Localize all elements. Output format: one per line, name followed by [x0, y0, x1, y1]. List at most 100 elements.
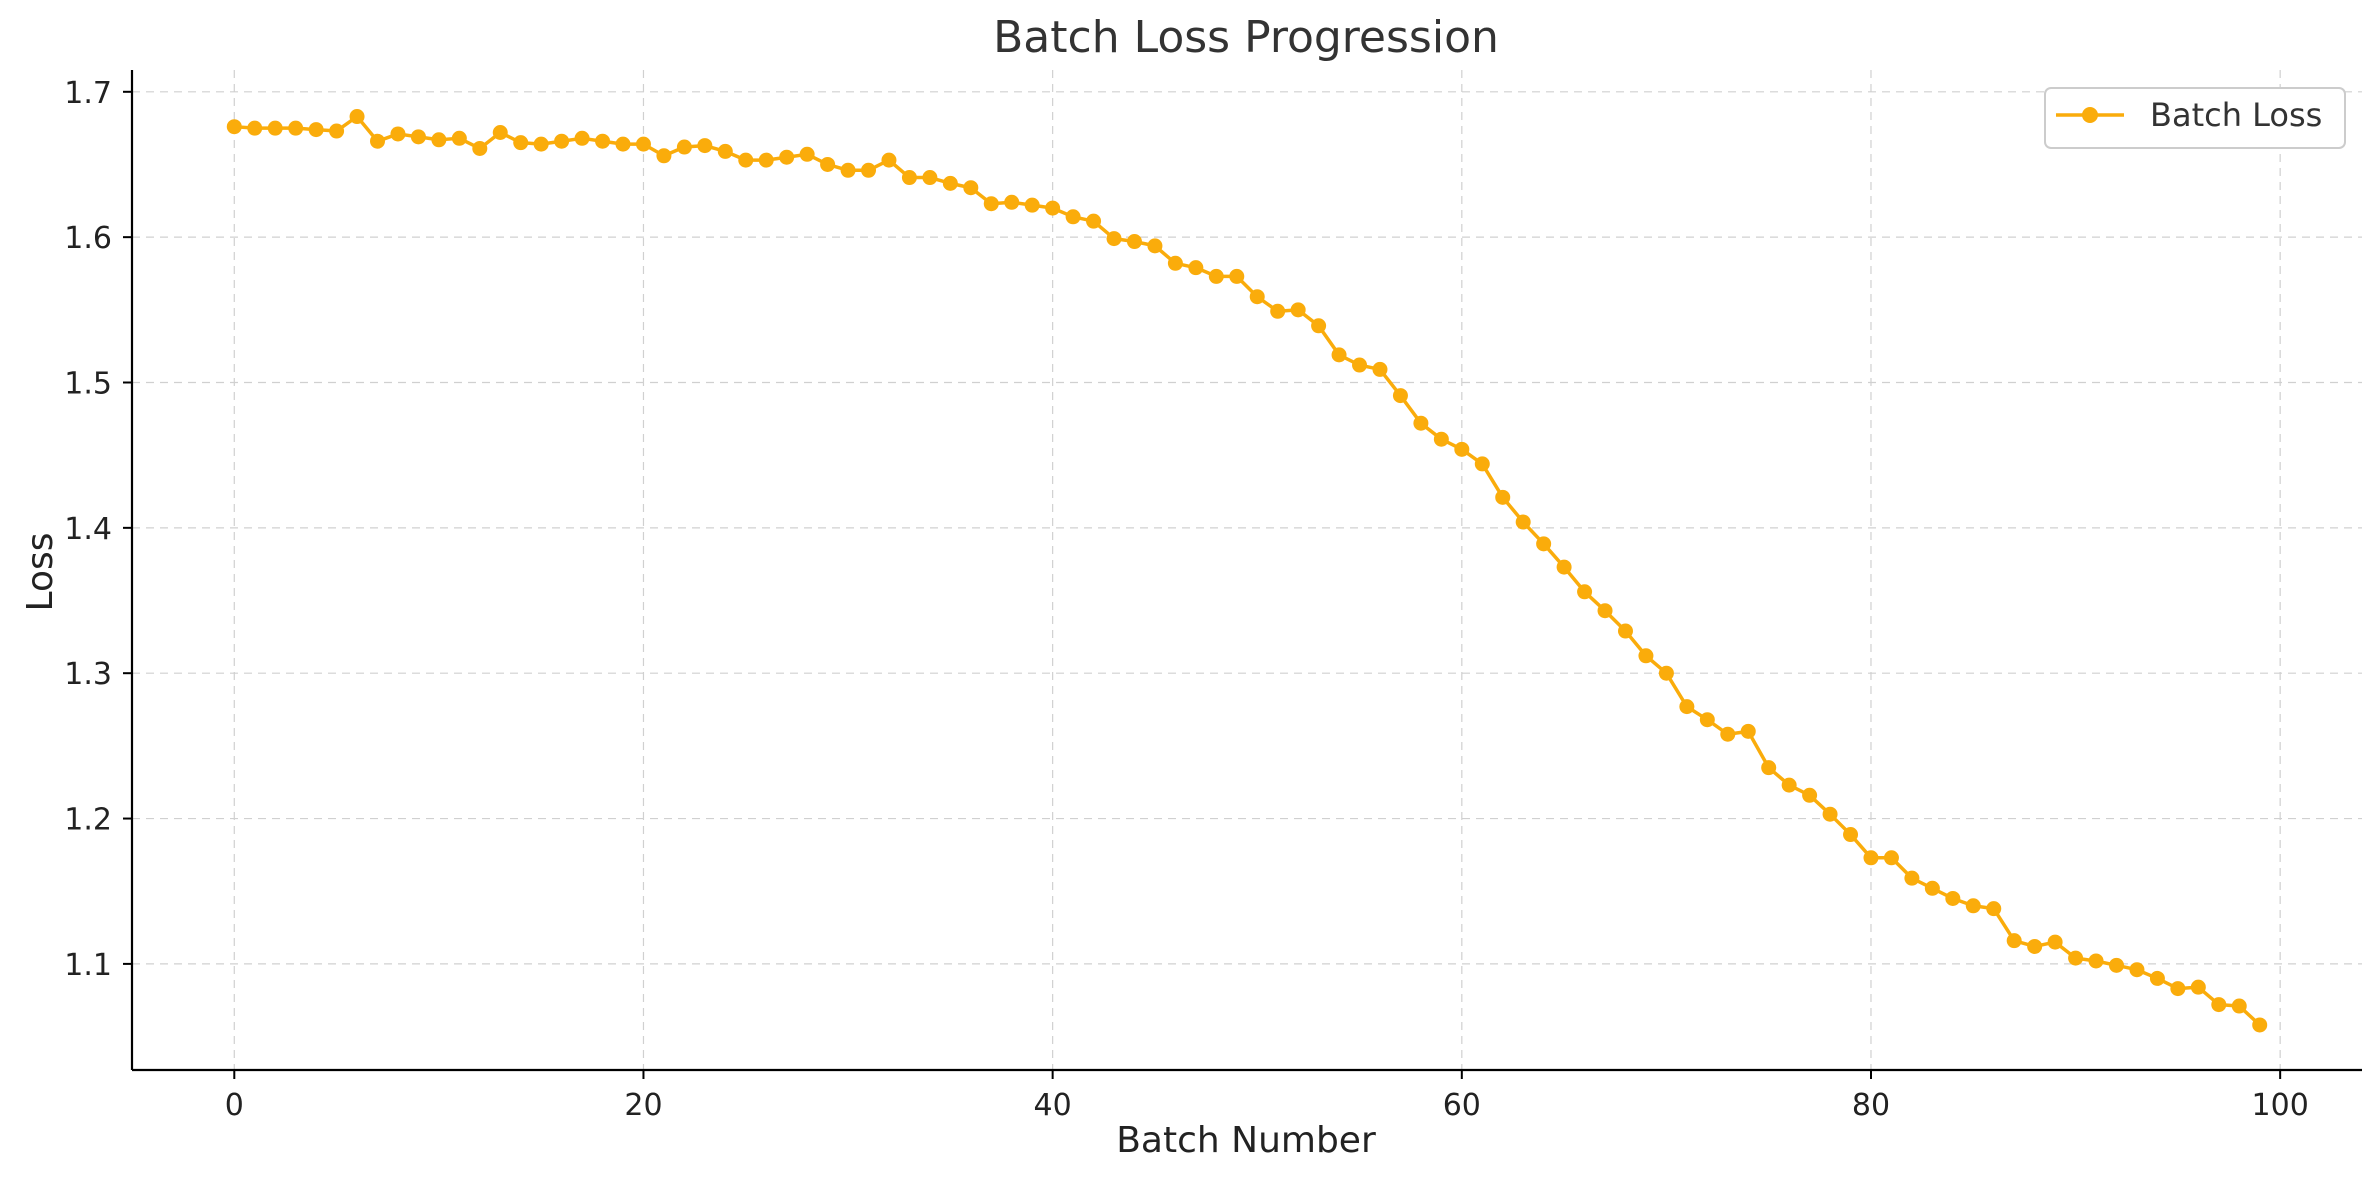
- data-point: [431, 132, 447, 148]
- data-point: [1372, 361, 1388, 377]
- data-point: [1167, 255, 1183, 271]
- data-point: [2068, 950, 2084, 966]
- y-axis-label: Loss: [20, 533, 61, 612]
- data-point: [656, 148, 672, 164]
- data-point: [595, 133, 611, 149]
- y-tick-label: 1.1: [64, 948, 112, 983]
- y-tick-label: 1.4: [64, 512, 112, 547]
- data-point: [1392, 388, 1408, 404]
- legend: Batch Loss: [2044, 87, 2346, 149]
- data-point: [1597, 603, 1613, 619]
- data-point: [840, 162, 856, 178]
- data-point: [533, 136, 549, 152]
- data-point: [1229, 268, 1245, 284]
- data-point: [1556, 559, 1572, 575]
- data-point: [1188, 260, 1204, 276]
- data-point: [717, 143, 733, 159]
- series-line: [232, 114, 2262, 1027]
- data-point: [1311, 318, 1327, 334]
- x-tick-label: 100: [2252, 1088, 2309, 1123]
- x-tick-label: 60: [1443, 1088, 1481, 1123]
- chart-title: Batch Loss Progression: [993, 12, 1499, 63]
- data-point: [922, 170, 938, 186]
- data-point: [1045, 200, 1061, 216]
- data-point: [1290, 302, 1306, 318]
- data-point: [1577, 584, 1593, 600]
- axes: [130, 70, 2362, 1072]
- data-point: [492, 125, 508, 140]
- data-point: [1147, 238, 1163, 254]
- x-ticks: 0 20 40 60 80 100: [225, 1070, 2309, 1123]
- data-point: [2190, 979, 2206, 995]
- data-point: [2109, 957, 2124, 973]
- legend-label: Batch Loss: [2150, 96, 2322, 134]
- y-tick-label: 1.3: [64, 657, 112, 692]
- data-point: [2252, 1017, 2268, 1033]
- data-point: [1270, 303, 1286, 319]
- data-point: [1474, 456, 1490, 472]
- y-ticks: 1.1 1.2 1.3 1.4 1.5 1.6 1.7: [64, 76, 132, 983]
- data-point: [901, 170, 917, 186]
- y-tick-label: 1.2: [64, 803, 112, 838]
- data-point: [1536, 536, 1552, 552]
- data-point: [1761, 760, 1777, 776]
- data-point: [1433, 431, 1449, 447]
- y-tick-label: 1.6: [64, 221, 112, 256]
- data-point: [370, 133, 385, 149]
- data-point: [1904, 870, 1920, 886]
- data-point: [267, 120, 283, 136]
- data-point: [2027, 938, 2043, 954]
- data-point: [1004, 194, 1020, 210]
- data-point: [779, 149, 795, 165]
- data-point: [1740, 723, 1756, 739]
- data-point: [942, 175, 958, 191]
- data-point: [1924, 880, 1940, 896]
- data-point: [1249, 289, 1265, 305]
- x-tick-label: 80: [1852, 1088, 1890, 1123]
- x-axis-label: Batch Number: [1116, 1120, 1376, 1161]
- data-point: [1699, 712, 1715, 728]
- data-point: [1945, 890, 1961, 906]
- data-point: [1679, 699, 1695, 715]
- data-point: [861, 162, 877, 178]
- data-point: [1126, 234, 1142, 250]
- data-point: [472, 140, 488, 156]
- data-point: [1352, 357, 1368, 373]
- data-point: [738, 152, 754, 168]
- data-point: [308, 122, 324, 138]
- data-point: [1658, 665, 1674, 681]
- data-point: [1413, 415, 1429, 431]
- data-point: [1024, 197, 1040, 213]
- data-point: [574, 130, 590, 146]
- data-point: [799, 146, 815, 162]
- data-point: [288, 120, 304, 136]
- data-point: [1638, 648, 1654, 664]
- data-point: [2047, 934, 2063, 950]
- data-point: [2006, 933, 2022, 949]
- series-batch-loss: [226, 109, 2268, 1033]
- legend-marker-swatch: [2082, 107, 2098, 123]
- data-point: [963, 180, 979, 196]
- data-point: [2129, 962, 2145, 978]
- data-point: [451, 130, 467, 146]
- data-point: [1843, 827, 1859, 843]
- data-point: [758, 152, 774, 168]
- data-point: [1822, 806, 1838, 822]
- data-point: [1617, 623, 1633, 639]
- data-point: [2149, 970, 2165, 986]
- data-point: [615, 136, 631, 152]
- x-tick-label: 40: [1034, 1088, 1072, 1123]
- y-tick-label: 1.5: [64, 367, 112, 402]
- data-point: [349, 109, 365, 125]
- data-point: [1515, 514, 1531, 530]
- data-point: [226, 119, 242, 135]
- data-point: [820, 156, 836, 172]
- data-point: [676, 139, 692, 155]
- y-tick-label: 1.7: [64, 76, 112, 111]
- data-point: [247, 120, 263, 136]
- data-point: [329, 123, 345, 139]
- legend-box: [2044, 87, 2346, 149]
- x-tick-label: 20: [624, 1088, 662, 1123]
- data-point: [697, 138, 713, 154]
